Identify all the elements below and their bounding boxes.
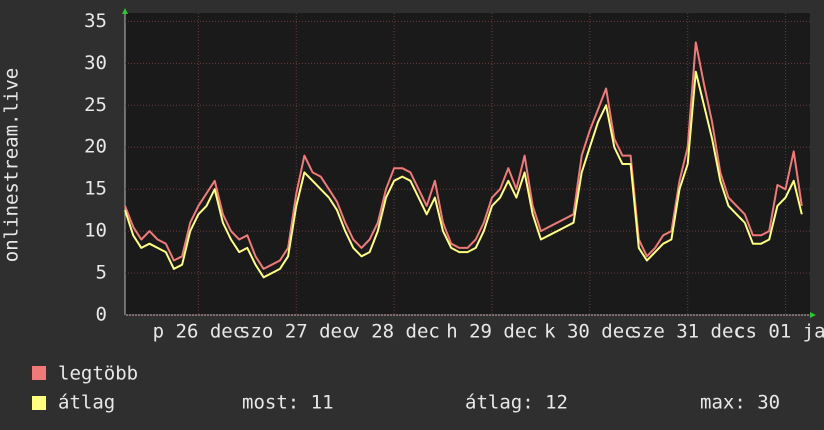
y-tick-label: 30 <box>84 52 107 74</box>
series-line <box>124 41 803 270</box>
legend-label: legtöbb <box>58 363 138 385</box>
y-tick-label: 10 <box>84 220 107 242</box>
y-tick-label: 5 <box>96 262 107 284</box>
y-tick-label: 35 <box>84 10 107 32</box>
y-tick-label: 20 <box>84 136 107 158</box>
x-tick-label: szo 27 dec <box>239 321 353 343</box>
x-tick-label: sze 31 dec <box>630 321 744 343</box>
series-line <box>124 70 803 279</box>
x-tick-label: p 26 dec <box>153 321 245 343</box>
y-axis-label: onlinestream.live <box>1 68 23 262</box>
x-tick-label: h 29 dec <box>446 321 538 343</box>
stat-text: max: 30 <box>700 392 780 414</box>
legend-swatch <box>32 366 46 380</box>
plot <box>124 13 810 316</box>
axis-arrow <box>810 312 816 318</box>
legend-label: átlag <box>58 392 115 414</box>
y-tick-label: 15 <box>84 178 107 200</box>
plot-area <box>125 13 810 315</box>
y-tick-label: 0 <box>96 304 107 326</box>
x-tick-label: cs 01 jan <box>734 321 824 343</box>
stat-text: most: 11 <box>242 392 334 414</box>
x-tick-label: v 28 dec <box>348 321 440 343</box>
stat-text: átlag: 12 <box>465 392 568 414</box>
axis-arrow <box>122 8 128 14</box>
legend-swatch <box>32 396 46 410</box>
x-tick-label: k 30 dec <box>544 321 636 343</box>
y-tick-label: 25 <box>84 94 107 116</box>
